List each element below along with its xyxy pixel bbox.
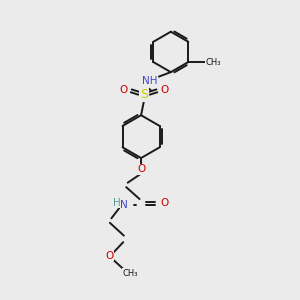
Text: O: O: [161, 199, 169, 208]
Text: CH₃: CH₃: [122, 269, 138, 278]
Text: O: O: [137, 164, 145, 174]
Text: CH₃: CH₃: [205, 58, 221, 67]
Text: N: N: [120, 200, 128, 210]
Text: S: S: [140, 88, 148, 101]
Text: NH: NH: [142, 76, 158, 86]
Text: H: H: [112, 198, 120, 208]
Text: O: O: [105, 250, 113, 260]
Text: O: O: [120, 85, 128, 95]
Text: O: O: [160, 85, 168, 95]
